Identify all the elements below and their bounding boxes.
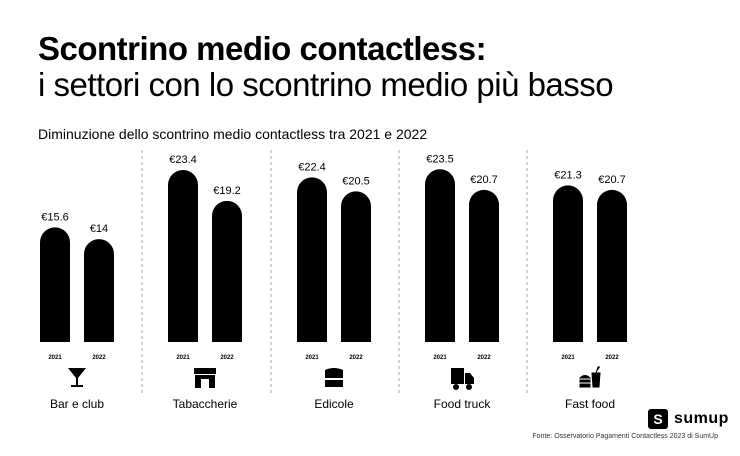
shop-icon — [194, 368, 216, 388]
sumup-logo: S sumup — [648, 409, 729, 429]
year-label: 2022 — [92, 355, 106, 361]
year-label: 2021 — [48, 355, 62, 361]
category-label: Food truck — [434, 397, 492, 411]
wheel-icon — [453, 384, 459, 390]
year-label: 2021 — [176, 355, 190, 361]
bar-2022 — [84, 239, 115, 342]
value-label: €21.3 — [554, 169, 582, 181]
wheel-icon — [466, 384, 472, 390]
category-label: Tabaccherie — [173, 397, 238, 411]
year-label: 2022 — [349, 355, 363, 361]
bar-2022 — [469, 189, 499, 342]
source-note: Fonte: Osservatorio Pagamenti Contactles… — [532, 433, 718, 440]
kiosk-icon — [325, 368, 343, 387]
value-label: €19.2 — [213, 185, 241, 197]
bar-2022 — [212, 200, 242, 342]
value-label: €14 — [90, 223, 108, 235]
value-label: €23.4 — [169, 154, 197, 166]
sumup-logo-text: sumup — [674, 410, 729, 427]
sumup-logo-icon: S — [648, 409, 668, 429]
cocktail-glass-icon — [68, 368, 86, 387]
value-label: €20.7 — [598, 174, 626, 186]
chart-subtitle: Diminuzione dello scontrino medio contac… — [38, 126, 428, 142]
bar-2021 — [297, 177, 327, 342]
value-label: €15.6 — [41, 211, 69, 223]
year-label: 2022 — [220, 355, 234, 361]
bar-2021 — [40, 227, 70, 342]
title-line-1: Scontrino medio contactless: — [38, 30, 487, 67]
value-label: €20.7 — [470, 174, 498, 186]
bar-2021 — [168, 170, 198, 342]
truck-icon — [451, 368, 474, 384]
bar-2022 — [341, 191, 371, 342]
year-label: 2021 — [305, 355, 319, 361]
category-label: Bar e club — [50, 397, 104, 411]
value-label: €20.5 — [342, 175, 370, 187]
bar-2021 — [553, 185, 583, 342]
category-label: Edicole — [314, 397, 354, 411]
year-label: 2021 — [561, 355, 575, 361]
title-line-2: i settori con lo scontrino medio più bas… — [38, 66, 614, 103]
bar-2021 — [425, 169, 455, 342]
bar-2022 — [597, 189, 627, 342]
value-label: €22.4 — [298, 161, 326, 173]
category-label: Fast food — [565, 397, 615, 411]
value-label: €23.5 — [426, 153, 454, 165]
year-label: 2021 — [433, 355, 447, 361]
burger-drink-icon — [578, 366, 601, 388]
year-label: 2022 — [477, 355, 491, 361]
year-label: 2022 — [605, 355, 619, 361]
